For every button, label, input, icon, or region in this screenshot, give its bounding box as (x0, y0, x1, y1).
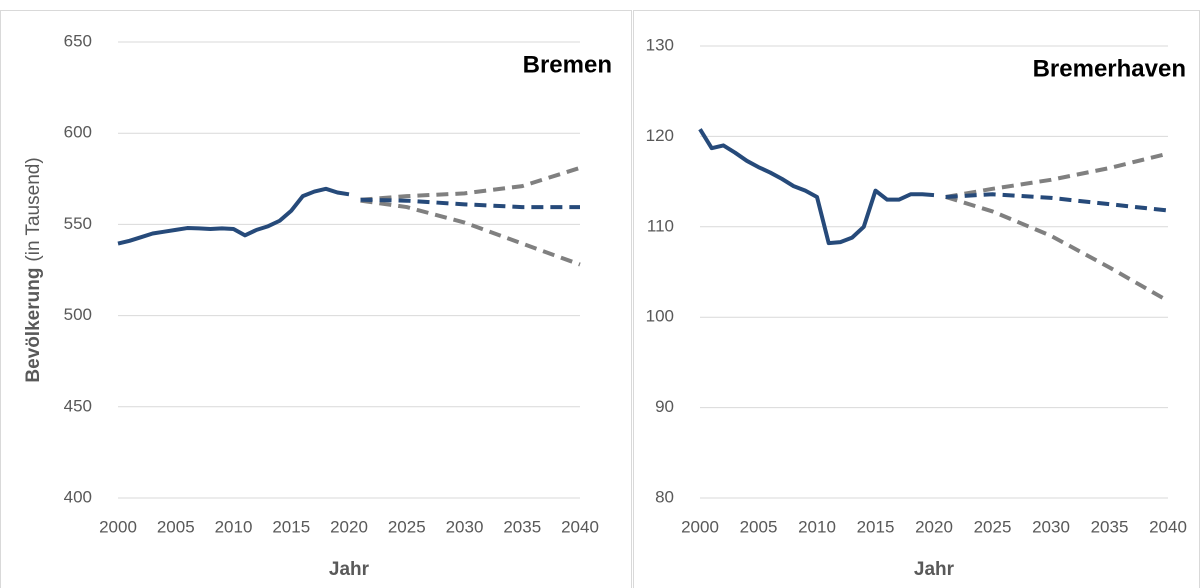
x-tick-label: 2025 (974, 517, 1012, 536)
y-tick-label: 500 (64, 305, 92, 324)
y-axis-label-bold: Bevölkerung (23, 268, 44, 383)
y-tick-label: 400 (64, 487, 92, 506)
y-tick-label: 600 (64, 123, 92, 142)
x-tick-label: 2005 (157, 517, 195, 536)
x-tick-label: 2020 (330, 517, 368, 536)
y-tick-label: 120 (646, 126, 674, 145)
data-line (945, 192, 1169, 213)
y-axis-label-unit: (in Tausend) (23, 157, 44, 261)
data-line (945, 151, 1169, 199)
x-tick-label: 2040 (1149, 517, 1187, 536)
x-tick-label: 2010 (798, 517, 836, 536)
data-line (360, 165, 581, 202)
chart-title: Bremerhaven (1033, 55, 1186, 82)
data-line (117, 186, 350, 246)
panel-border (0, 10, 632, 588)
y-tick-label: 650 (64, 31, 92, 50)
x-tick-label: 2000 (681, 517, 719, 536)
x-tick-label: 2010 (215, 517, 253, 536)
data-line (945, 195, 1169, 303)
x-tick-label: 2025 (388, 517, 426, 536)
y-tick-label: 110 (647, 216, 674, 235)
x-axis-label: Jahr (329, 559, 370, 580)
x-tick-label: 2015 (272, 517, 310, 536)
y-tick-label: 80 (655, 487, 674, 506)
y-tick-label: 130 (646, 35, 674, 54)
y-tick-label: 450 (64, 396, 92, 415)
x-tick-label: 2000 (99, 517, 137, 536)
x-tick-label: 2035 (503, 517, 541, 536)
data-line (360, 197, 580, 210)
x-tick-label: 2040 (561, 517, 599, 536)
x-tick-label: 2030 (1032, 517, 1070, 536)
y-tick-label: 550 (64, 214, 92, 233)
y-tick-label: 100 (646, 307, 674, 326)
data-line (360, 198, 581, 267)
chart-title: Bremen (523, 51, 612, 78)
x-tick-label: 2015 (857, 517, 895, 536)
panel-border (633, 10, 1200, 588)
x-tick-label: 2005 (740, 517, 778, 536)
x-tick-label: 2020 (915, 517, 953, 536)
x-axis-label: Jahr (914, 559, 955, 580)
y-tick-label: 90 (655, 397, 674, 416)
x-tick-label: 2030 (446, 517, 484, 536)
y-axis-label: Bevölkerung (in Tausend) (23, 157, 44, 382)
x-tick-label: 2035 (1091, 517, 1129, 536)
data-line (698, 128, 935, 246)
